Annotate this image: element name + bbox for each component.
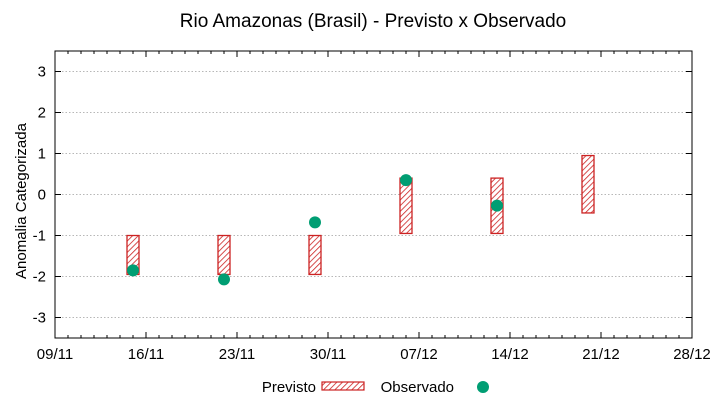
observado-point bbox=[309, 216, 321, 229]
legend-observado-marker bbox=[477, 381, 489, 393]
y-tick-label: -1 bbox=[33, 228, 46, 245]
y-tick-label: 1 bbox=[38, 146, 46, 163]
y-tick-label: -3 bbox=[33, 310, 46, 327]
legend-observado-label: Observado bbox=[381, 379, 454, 396]
chart-title: Rio Amazonas (Brasil) - Previsto x Obser… bbox=[180, 11, 566, 32]
previsto-bar bbox=[581, 154, 595, 214]
x-axis: 09/11 16/11 23/11 30/11 07/12 14/12 21/12 28/12 bbox=[37, 51, 711, 363]
x-tick-label: 14/12 bbox=[491, 346, 529, 363]
x-tick-label: 09/11 bbox=[37, 346, 73, 363]
x-tick-label: 21/12 bbox=[582, 346, 620, 363]
x-tick-label: 30/11 bbox=[310, 346, 346, 363]
y-tick-label: 3 bbox=[38, 64, 46, 81]
previsto-bar bbox=[308, 234, 322, 276]
previsto-bar bbox=[217, 234, 231, 276]
y-tick-label: -2 bbox=[33, 269, 46, 286]
grid-lines bbox=[55, 71, 692, 318]
previsto-bar bbox=[399, 177, 413, 235]
legend-previsto-label: Previsto bbox=[262, 379, 316, 396]
legend: Previsto Observado bbox=[262, 379, 489, 396]
observado-point bbox=[218, 273, 230, 286]
observado-point bbox=[127, 264, 139, 277]
y-tick-label: 2 bbox=[38, 105, 46, 122]
previsto-series bbox=[126, 154, 595, 276]
observado-point bbox=[400, 174, 412, 187]
observado-series bbox=[127, 174, 503, 286]
y-tick-label: 0 bbox=[38, 187, 46, 204]
y-axis: -3 -2 -1 0 1 2 3 bbox=[33, 64, 692, 327]
x-tick-label: 07/12 bbox=[400, 346, 438, 363]
x-tick-label: 16/11 bbox=[128, 346, 164, 363]
y-axis-label: Anomalia Categorizada bbox=[13, 122, 30, 279]
x-tick-label: 28/12 bbox=[673, 346, 711, 363]
x-tick-label: 23/11 bbox=[219, 346, 255, 363]
plot-border bbox=[54, 50, 693, 339]
observado-point bbox=[491, 199, 503, 212]
legend-previsto-swatch bbox=[321, 381, 365, 391]
